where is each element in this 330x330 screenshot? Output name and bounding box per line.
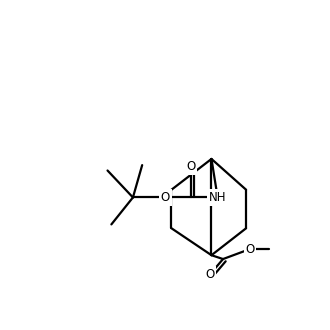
Text: O: O (245, 243, 255, 255)
Text: NH: NH (209, 191, 226, 204)
Text: O: O (186, 160, 195, 173)
Text: O: O (161, 191, 170, 204)
Text: O: O (205, 268, 214, 281)
